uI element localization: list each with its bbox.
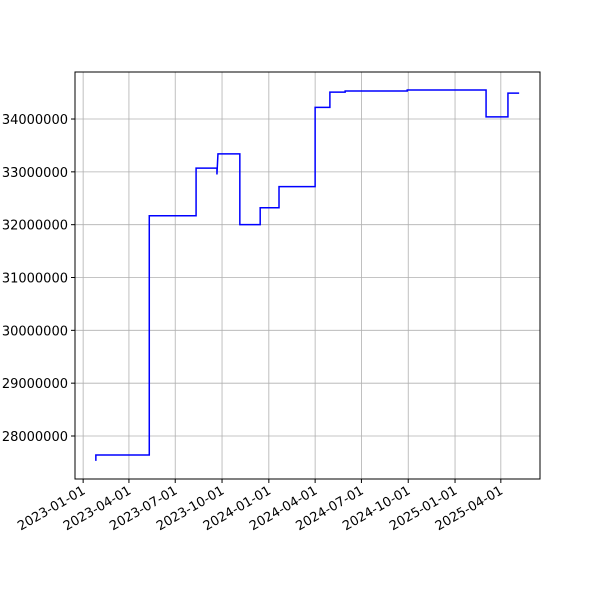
y-tick-label: 31000000 <box>2 272 68 287</box>
series-line <box>95 89 520 461</box>
y-tick-label: 33000000 <box>2 166 68 181</box>
y-tick-label: 32000000 <box>2 219 68 234</box>
y-tick-label: 30000000 <box>2 324 68 339</box>
y-tick-label: 28000000 <box>2 430 68 445</box>
y-tick-label: 29000000 <box>2 377 68 392</box>
y-tick-label: 34000000 <box>2 113 68 128</box>
plot-frame <box>74 71 541 480</box>
